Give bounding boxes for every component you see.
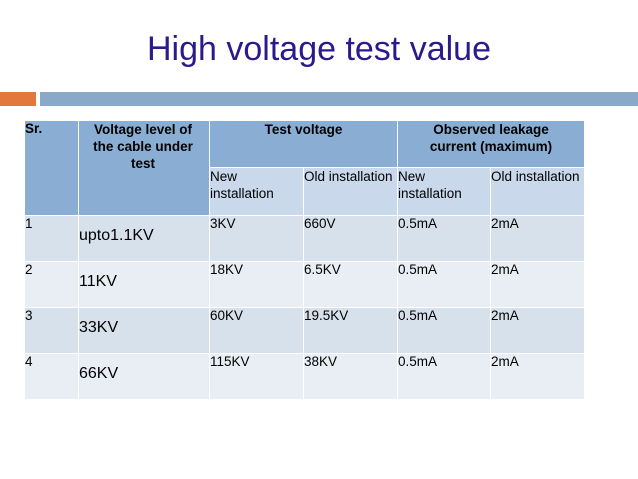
cell-level: 66KV bbox=[78, 353, 210, 400]
cell-leak-old: 2mA bbox=[489, 353, 586, 400]
cell-level: 33KV bbox=[78, 307, 210, 354]
cell-leak-new: 0.5mA bbox=[397, 307, 491, 354]
cell-test-new: 115KV bbox=[209, 353, 304, 400]
subheader-new-installation: New installation bbox=[209, 167, 304, 216]
voltage-test-table: Sr. Voltage level of the cable under tes… bbox=[24, 120, 586, 400]
accent-bar-orange bbox=[0, 92, 36, 106]
cell-sr: 3 bbox=[24, 307, 79, 354]
cell-test-new: 18KV bbox=[209, 261, 304, 308]
cell-leak-old: 2mA bbox=[489, 261, 586, 308]
table-row: 4 66KV 115KV 38KV 0.5mA 2mA bbox=[24, 353, 586, 400]
subheader-new-installation: New installation bbox=[397, 167, 491, 216]
table-row: 1 upto1.1KV 3KV 660V 0.5mA 2mA bbox=[24, 215, 586, 262]
cell-sr: 4 bbox=[24, 353, 79, 400]
cell-level: 11KV bbox=[78, 261, 210, 308]
cell-test-new: 3KV bbox=[209, 215, 304, 262]
header-voltage-level: Voltage level of the cable under test bbox=[78, 120, 210, 216]
cell-test-old: 6.5KV bbox=[303, 261, 398, 308]
cell-leak-new: 0.5mA bbox=[397, 353, 491, 400]
subheader-old-installation: Old installation bbox=[489, 167, 586, 216]
table-row: 3 33KV 60KV 19.5KV 0.5mA 2mA bbox=[24, 307, 586, 354]
table-row: 2 11KV 18KV 6.5KV 0.5mA 2mA bbox=[24, 261, 586, 308]
header-voltage-level-text: Voltage level of the cable under test bbox=[93, 122, 193, 171]
cell-test-old: 660V bbox=[303, 215, 398, 262]
cell-level: upto1.1KV bbox=[78, 215, 210, 262]
cell-test-old: 38KV bbox=[303, 353, 398, 400]
cell-leak-old: 2mA bbox=[489, 307, 586, 354]
subheader-old-installation: Old installation bbox=[303, 167, 398, 216]
accent-bar-blue bbox=[40, 92, 638, 106]
cell-leak-new: 0.5mA bbox=[397, 215, 491, 262]
header-test-voltage: Test voltage bbox=[209, 120, 398, 168]
page-title: High voltage test value bbox=[147, 30, 491, 68]
cell-sr: 2 bbox=[24, 261, 79, 308]
header-observed-leakage: Observed leakage current (maximum) bbox=[396, 120, 586, 168]
header-observed-leakage-text: Observed leakage current (maximum) bbox=[429, 122, 553, 154]
cell-sr: 1 bbox=[24, 215, 79, 262]
cell-leak-old: 2mA bbox=[489, 215, 586, 262]
cell-test-new: 60KV bbox=[209, 307, 304, 354]
cell-test-old: 19.5KV bbox=[303, 307, 398, 354]
cell-leak-new: 0.5mA bbox=[397, 261, 491, 308]
header-sr: Sr. bbox=[24, 120, 79, 216]
